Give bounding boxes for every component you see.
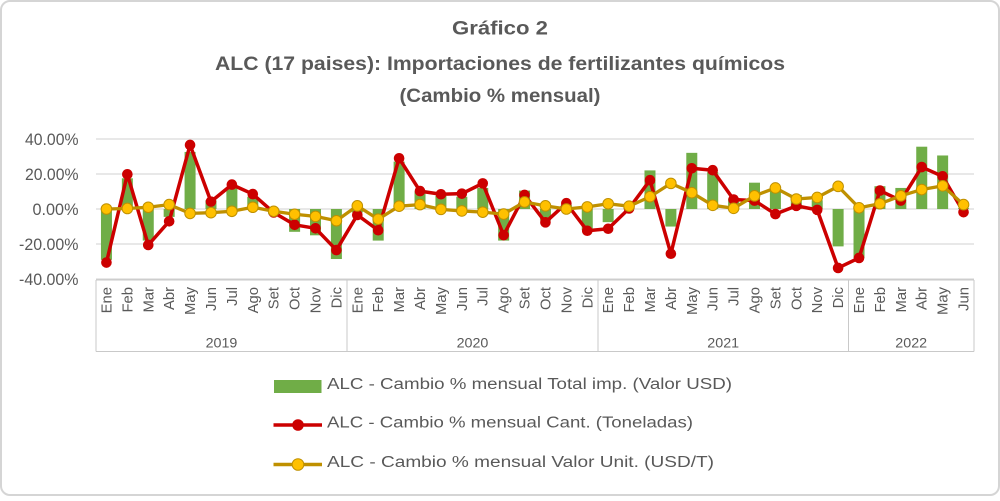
svg-text:Mar: Mar bbox=[141, 287, 157, 313]
svg-text:ALC - Cambio % mensual Valor U: ALC - Cambio % mensual Valor Unit. (USD/… bbox=[327, 454, 714, 471]
svg-text:40.00%: 40.00% bbox=[25, 130, 79, 149]
svg-text:Jun: Jun bbox=[455, 287, 471, 311]
svg-text:Abr: Abr bbox=[915, 287, 931, 310]
svg-text:Ene: Ene bbox=[601, 287, 617, 313]
svg-text:Abr: Abr bbox=[413, 287, 429, 310]
svg-text:Jul: Jul bbox=[476, 287, 492, 306]
svg-text:-20.00%: -20.00% bbox=[19, 235, 79, 254]
svg-text:Jul: Jul bbox=[727, 287, 743, 306]
svg-text:Abr: Abr bbox=[664, 287, 680, 310]
svg-text:May: May bbox=[434, 286, 450, 315]
svg-text:2020: 2020 bbox=[457, 335, 489, 351]
svg-text:Ago: Ago bbox=[748, 287, 764, 313]
svg-text:2022: 2022 bbox=[895, 335, 927, 351]
svg-text:Nov: Nov bbox=[309, 286, 325, 313]
svg-text:Ago: Ago bbox=[497, 287, 513, 313]
svg-text:Set: Set bbox=[267, 287, 283, 309]
svg-text:Dic: Dic bbox=[831, 286, 847, 308]
svg-text:Feb: Feb bbox=[371, 287, 387, 313]
svg-text:2019: 2019 bbox=[206, 335, 238, 351]
svg-text:Oct: Oct bbox=[789, 287, 805, 310]
svg-text:Ene: Ene bbox=[350, 287, 366, 313]
svg-text:Abr: Abr bbox=[162, 287, 178, 310]
svg-text:Feb: Feb bbox=[873, 287, 889, 313]
svg-text:Set: Set bbox=[768, 287, 784, 309]
svg-text:ALC (17 paises): Importaciones: ALC (17 paises): Importaciones de fertil… bbox=[215, 54, 785, 75]
svg-text:(Cambio % mensual): (Cambio % mensual) bbox=[400, 86, 601, 107]
svg-text:Gráfico 2: Gráfico 2 bbox=[452, 19, 548, 40]
svg-text:Oct: Oct bbox=[538, 287, 554, 310]
svg-text:Jul: Jul bbox=[225, 287, 241, 306]
svg-text:-40.00%: -40.00% bbox=[19, 270, 79, 289]
svg-text:Ene: Ene bbox=[99, 287, 115, 313]
svg-text:Nov: Nov bbox=[559, 286, 575, 313]
svg-text:ALC - Cambio % mensual Cant. (: ALC - Cambio % mensual Cant. (Toneladas) bbox=[327, 415, 693, 432]
svg-text:Oct: Oct bbox=[288, 287, 304, 310]
svg-text:Mar: Mar bbox=[392, 287, 408, 313]
svg-text:May: May bbox=[936, 286, 952, 315]
svg-text:Dic: Dic bbox=[580, 286, 596, 308]
svg-text:Jun: Jun bbox=[204, 287, 220, 311]
svg-text:Mar: Mar bbox=[643, 287, 659, 313]
svg-text:Dic: Dic bbox=[329, 286, 345, 308]
svg-text:Ago: Ago bbox=[246, 287, 262, 313]
svg-text:Jun: Jun bbox=[957, 287, 973, 311]
svg-text:May: May bbox=[685, 286, 701, 315]
svg-text:Jun: Jun bbox=[706, 287, 722, 311]
svg-text:Set: Set bbox=[518, 287, 534, 309]
svg-text:ALC - Cambio % mensual Total i: ALC - Cambio % mensual Total imp. (Valor… bbox=[327, 376, 732, 393]
svg-text:Feb: Feb bbox=[622, 287, 638, 313]
svg-text:0.00%: 0.00% bbox=[33, 200, 79, 219]
svg-text:Nov: Nov bbox=[810, 286, 826, 313]
svg-text:Ene: Ene bbox=[852, 287, 868, 313]
svg-text:Feb: Feb bbox=[120, 287, 136, 313]
svg-text:May: May bbox=[183, 286, 199, 315]
svg-text:2021: 2021 bbox=[707, 335, 739, 351]
svg-text:Mar: Mar bbox=[894, 287, 910, 313]
svg-text:20.00%: 20.00% bbox=[25, 165, 79, 184]
